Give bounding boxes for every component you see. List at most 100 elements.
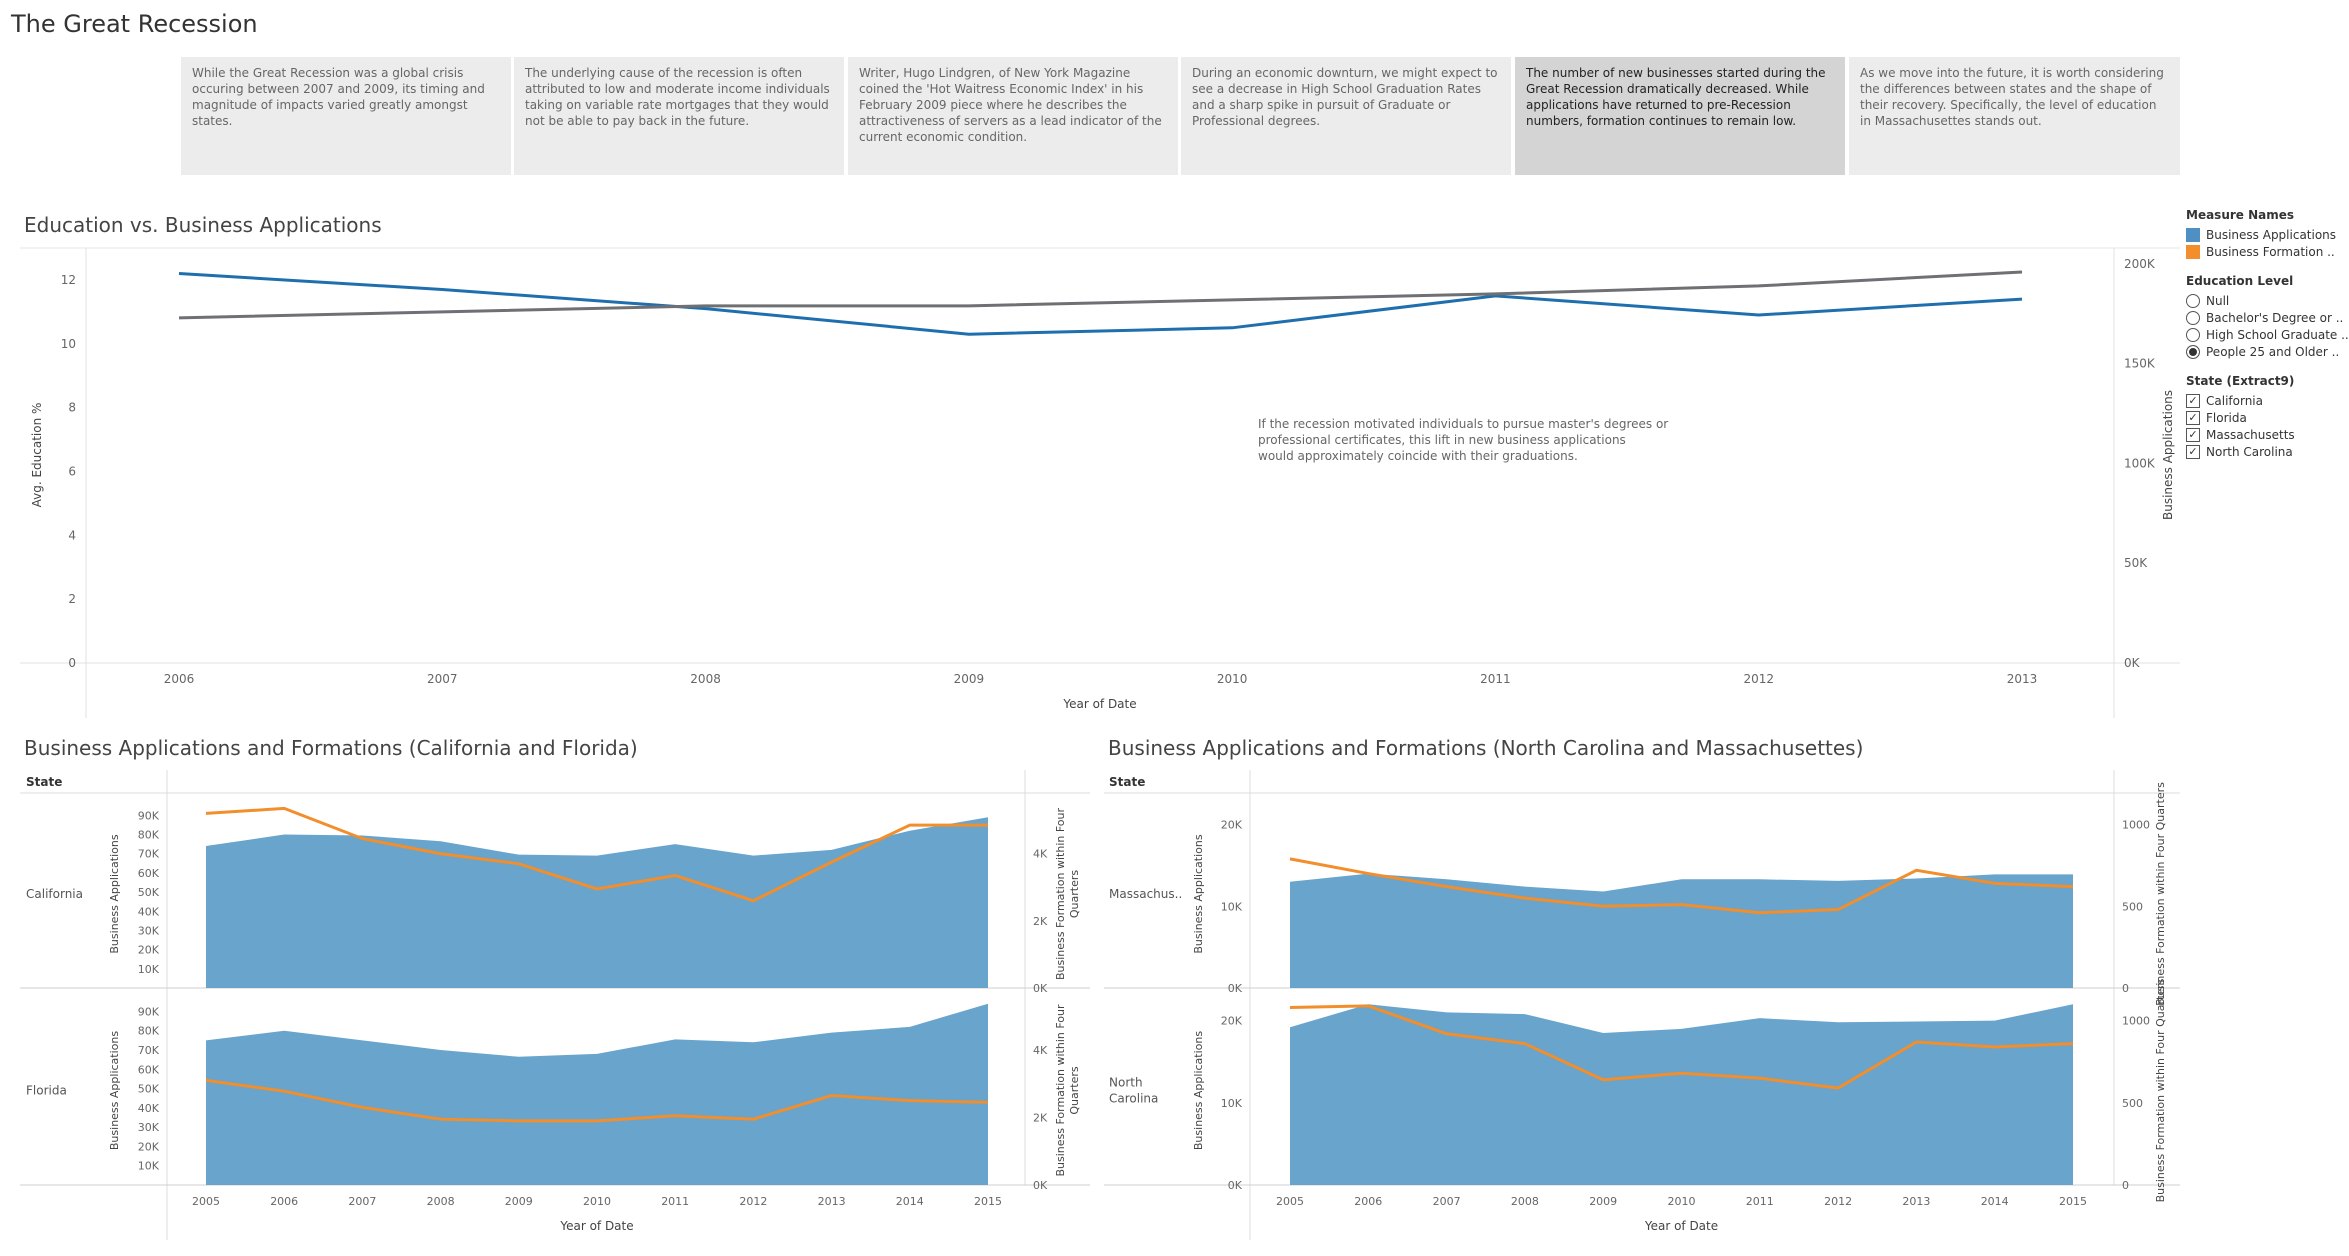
area2-y2-tick-label: 1000 bbox=[2122, 819, 2150, 832]
area1-y-tick-label: 50K bbox=[138, 1083, 160, 1096]
area1-y-tick-label: 40K bbox=[138, 905, 160, 918]
area2-y-tick-label: 20K bbox=[1221, 1015, 1243, 1028]
option-label: North Carolina bbox=[2206, 444, 2293, 459]
state-option-north-carolina[interactable]: ✓ North Carolina bbox=[2186, 443, 2349, 460]
chart1-y-tick-label: 6 bbox=[68, 464, 76, 478]
area1-x-tick-label: 2011 bbox=[661, 1195, 689, 1208]
checkbox-checked-icon[interactable]: ✓ bbox=[2186, 393, 2200, 408]
area1-x-tick-label: 2007 bbox=[348, 1195, 376, 1208]
story-point-3[interactable]: Writer, Hugo Lindgren, of New York Magaz… bbox=[848, 57, 1178, 175]
area2-state-label-1: North bbox=[1109, 1076, 1143, 1090]
legend-item-formation[interactable]: Business Formation .. bbox=[2186, 243, 2349, 260]
area2-y-tick-label: 0K bbox=[1228, 982, 1243, 995]
radio-icon[interactable] bbox=[2186, 293, 2200, 308]
option-label: California bbox=[2206, 393, 2263, 408]
chart-title-education: Education vs. Business Applications bbox=[24, 213, 382, 237]
chart1-y2-axis-label: Business Applications bbox=[2161, 390, 2175, 520]
legend-swatch-orange bbox=[2186, 244, 2200, 259]
chart1-x-tick-label: 2011 bbox=[1480, 672, 1511, 686]
checkbox-checked-icon[interactable]: ✓ bbox=[2186, 444, 2200, 459]
chart1-y-tick-label: 10 bbox=[61, 337, 76, 351]
area2-y-tick-label: 10K bbox=[1221, 1097, 1243, 1110]
chart1-x-tick-label: 2010 bbox=[1217, 672, 1248, 686]
area1-y-tick-label: 80K bbox=[138, 829, 160, 842]
state-option-florida[interactable]: ✓ Florida bbox=[2186, 409, 2349, 426]
area1-y2-tick-label: 4K bbox=[1033, 1044, 1048, 1057]
chart1-x-tick-label: 2009 bbox=[954, 672, 985, 686]
chart1-series-line-0 bbox=[178, 272, 2023, 336]
area2-x-tick-label: 2013 bbox=[1902, 1195, 1930, 1208]
area2-x-tick-label: 2010 bbox=[1668, 1195, 1696, 1208]
area2-y2-tick-label: 500 bbox=[2122, 900, 2143, 913]
legend-label: Business Applications bbox=[2206, 227, 2337, 242]
education-option-25-older[interactable]: People 25 and Older .. bbox=[2186, 343, 2349, 360]
checkbox-checked-icon[interactable]: ✓ bbox=[2186, 410, 2200, 425]
area1-x-tick-label: 2009 bbox=[505, 1195, 533, 1208]
education-option-bachelors[interactable]: Bachelor's Degree or .. bbox=[2186, 309, 2349, 326]
checkbox-checked-icon[interactable]: ✓ bbox=[2186, 427, 2200, 442]
education-filter-title: Education Level bbox=[2186, 274, 2294, 288]
option-label: People 25 and Older .. bbox=[2206, 344, 2340, 359]
chart1-x-tick-label: 2007 bbox=[427, 672, 458, 686]
education-option-null[interactable]: Null bbox=[2186, 292, 2349, 309]
option-label: Bachelor's Degree or .. bbox=[2206, 310, 2344, 325]
area1-x-tick-label: 2005 bbox=[192, 1195, 220, 1208]
area1-y-tick-label: 60K bbox=[138, 867, 160, 880]
chart1-y2-tick-label: 150K bbox=[2124, 357, 2156, 371]
area1-y-axis-label-1: Business Applications bbox=[108, 1031, 121, 1150]
chart1-y-tick-label: 8 bbox=[68, 401, 76, 415]
legend-measure-title: Measure Names bbox=[2186, 208, 2295, 222]
area1-y2-tick-label: 2K bbox=[1033, 1112, 1048, 1125]
chart1-annotation-line-1: professional certificates, this lift in … bbox=[1258, 433, 1626, 447]
radio-icon[interactable] bbox=[2186, 310, 2200, 325]
chart-title-ca-fl: Business Applications and Formations (Ca… bbox=[24, 736, 638, 760]
legend-item-applications[interactable]: Business Applications bbox=[2186, 226, 2349, 243]
chart1-x-axis-label: Year of Date bbox=[1062, 697, 1136, 711]
area2-y-tick-label: 10K bbox=[1221, 900, 1243, 913]
area1-y-tick-label: 60K bbox=[138, 1063, 160, 1076]
area1-y-tick-label: 70K bbox=[138, 848, 160, 861]
area1-y-axis-label-0: Business Applications bbox=[108, 834, 121, 953]
area1-y2-tick-label: 2K bbox=[1033, 915, 1048, 928]
state-option-massachusetts[interactable]: ✓ Massachusetts bbox=[2186, 426, 2349, 443]
area2-y-tick-label: 0K bbox=[1228, 1179, 1243, 1192]
state-option-california[interactable]: ✓ California bbox=[2186, 392, 2349, 409]
chart1-x-tick-label: 2013 bbox=[2007, 672, 2038, 686]
area1-y2-axis-label-cont-1: Quarters bbox=[1068, 1066, 1081, 1114]
chart1-x-tick-label: 2012 bbox=[1743, 672, 1774, 686]
chart1-y2-tick-label: 50K bbox=[2124, 556, 2148, 570]
chart1-y-axis-label: Avg. Education % bbox=[30, 403, 44, 508]
chart1-y2-tick-label: 100K bbox=[2124, 456, 2156, 470]
area1-y2-tick-label: 4K bbox=[1033, 848, 1048, 861]
story-point-2[interactable]: The underlying cause of the recession is… bbox=[514, 57, 844, 175]
story-point-4[interactable]: During an economic downturn, we might ex… bbox=[1181, 57, 1511, 175]
legend-swatch-blue bbox=[2186, 227, 2200, 242]
area1-x-tick-label: 2006 bbox=[270, 1195, 298, 1208]
area1-y-tick-label: 30K bbox=[138, 1121, 160, 1134]
area2-x-tick-label: 2007 bbox=[1433, 1195, 1461, 1208]
radio-selected-icon[interactable] bbox=[2186, 344, 2200, 359]
chart1-x-tick-label: 2008 bbox=[690, 672, 721, 686]
chart1-annotation-line-2: would approximately coincide with their … bbox=[1258, 449, 1578, 463]
area1-y-tick-label: 40K bbox=[138, 1102, 160, 1115]
area1-y-tick-label: 20K bbox=[138, 1140, 160, 1153]
option-label: Massachusetts bbox=[2206, 427, 2295, 442]
area1-y-tick-label: 90K bbox=[138, 1005, 160, 1018]
story-point-6[interactable]: As we move into the future, it is worth … bbox=[1849, 57, 2180, 175]
area2-y2-axis-label-1: Business Formation within Four Quarters bbox=[2154, 978, 2167, 1202]
area1-x-tick-label: 2013 bbox=[818, 1195, 846, 1208]
area1-state-label-1: Florida bbox=[26, 1084, 67, 1098]
story-point-5[interactable]: The number of new businesses started dur… bbox=[1515, 57, 1845, 175]
area2-x-tick-label: 2005 bbox=[1276, 1195, 1304, 1208]
area1-formation-line-0 bbox=[205, 806, 988, 903]
area1-y2-axis-label-1: Business Formation within Four bbox=[1054, 1004, 1067, 1177]
story-point-1[interactable]: While the Great Recession was a global c… bbox=[181, 57, 511, 175]
area1-y-tick-label: 20K bbox=[138, 944, 160, 957]
area2-y2-tick-label: 0 bbox=[2122, 982, 2129, 995]
area1-y-tick-label: 80K bbox=[138, 1025, 160, 1038]
radio-icon[interactable] bbox=[2186, 327, 2200, 342]
area1-y-tick-label: 90K bbox=[138, 809, 160, 822]
area2-y2-tick-label: 1000 bbox=[2122, 1015, 2150, 1028]
area2-y2-tick-label: 500 bbox=[2122, 1097, 2143, 1110]
education-option-highschool[interactable]: High School Graduate .. bbox=[2186, 326, 2349, 343]
